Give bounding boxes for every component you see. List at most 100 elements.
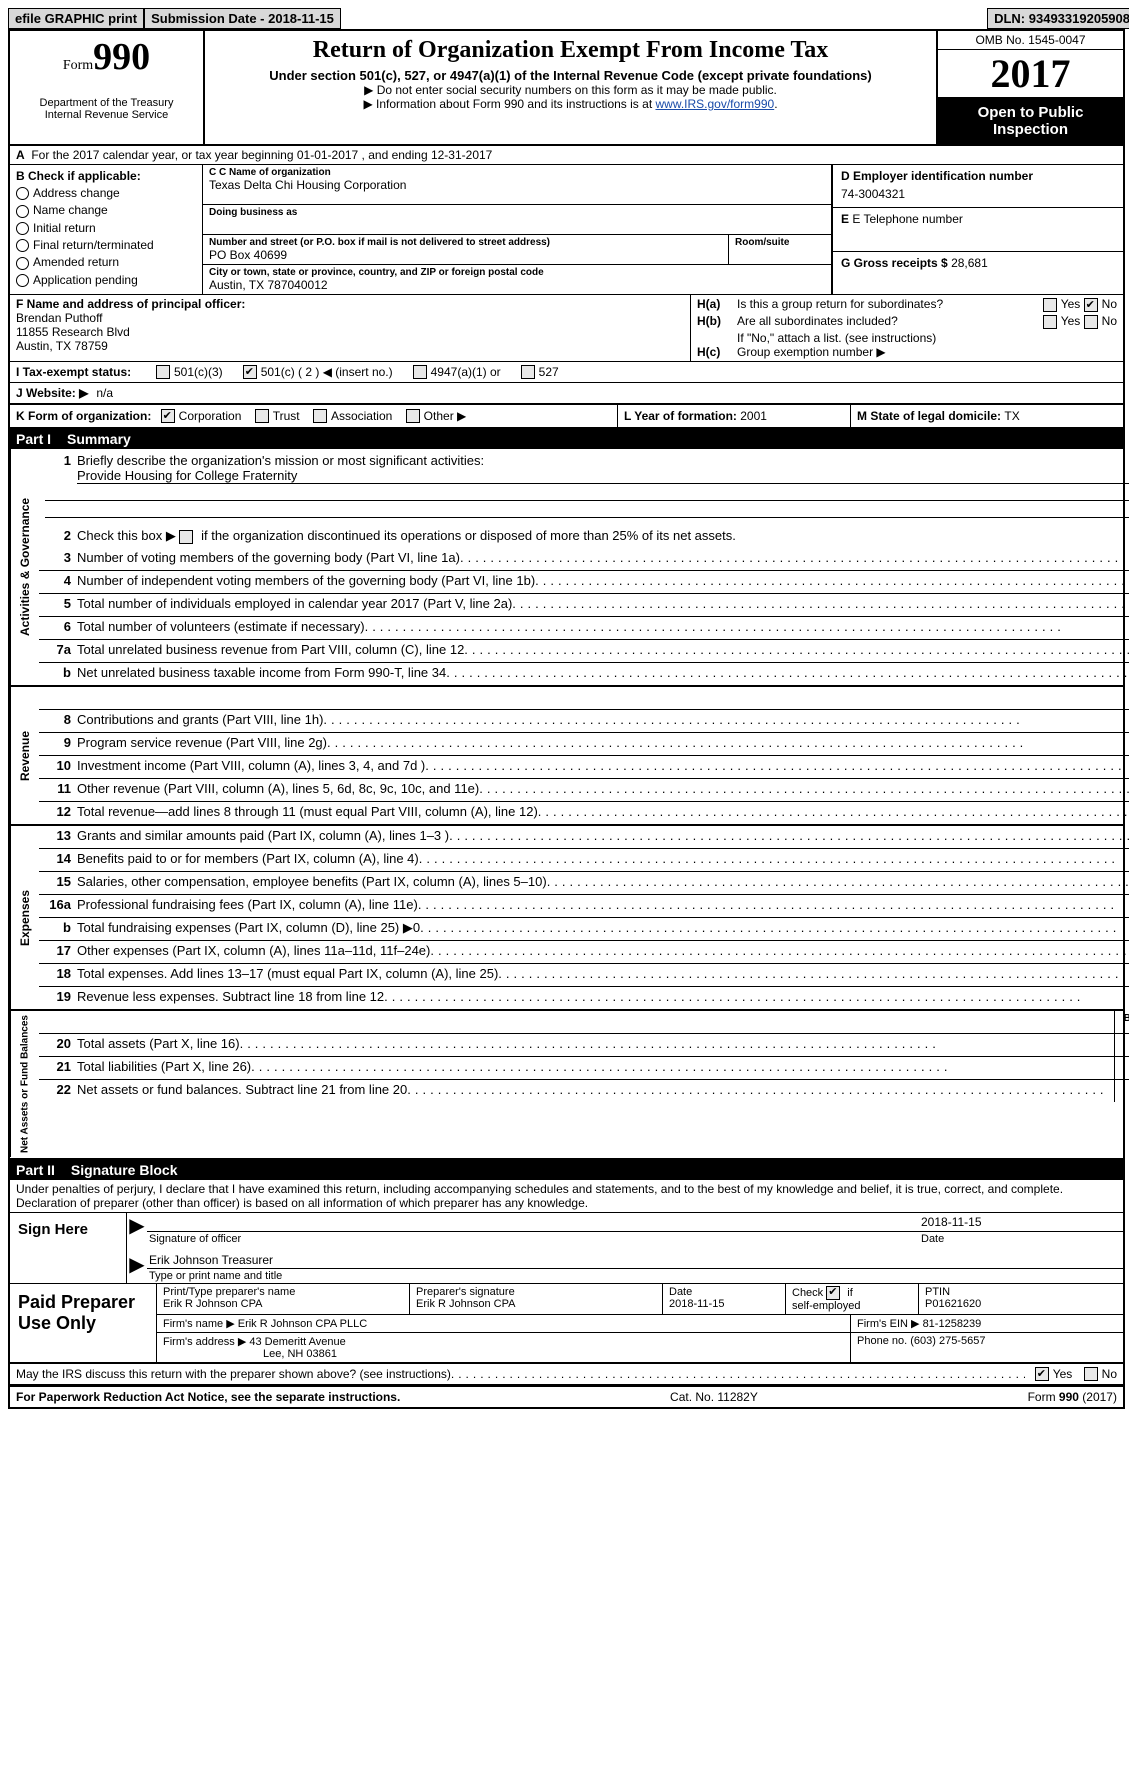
street-label: Number and street (or P.O. box if mail i… bbox=[209, 237, 722, 248]
summary-row: 13Grants and similar amounts paid (Part … bbox=[39, 826, 1129, 849]
row-klm: K Form of organization: Corporation Trus… bbox=[10, 405, 1123, 430]
summary-row: 19Revenue less expenses. Subtract line 1… bbox=[39, 987, 1129, 1009]
colb-option: Address change bbox=[16, 186, 196, 200]
discuss-yes-checkbox[interactable] bbox=[1035, 1367, 1049, 1381]
summary-row: 9Program service revenue (Part VIII, lin… bbox=[39, 733, 1129, 756]
col-h: H(a) Is this a group return for subordin… bbox=[691, 295, 1123, 361]
line2-checkbox[interactable] bbox=[179, 530, 193, 544]
officer-printed-label: Type or print name and title bbox=[147, 1269, 1123, 1283]
row-j: J Website: ▶ n/a bbox=[10, 383, 1123, 405]
dln-tag: DLN: 93493319205908 bbox=[987, 8, 1129, 29]
declaration-text: Under penalties of perjury, I declare th… bbox=[10, 1180, 1123, 1213]
city-value: Austin, TX 787040012 bbox=[209, 278, 825, 292]
mission-text: Provide Housing for College Fraternity bbox=[77, 468, 1129, 484]
firm-addr1: 43 Demeritt Avenue bbox=[249, 1336, 345, 1348]
501c3-checkbox[interactable] bbox=[156, 365, 170, 379]
self-employed-checkbox[interactable] bbox=[826, 1286, 840, 1300]
ha-no-checkbox[interactable] bbox=[1084, 298, 1098, 312]
form-footer: Form 990 (2017) bbox=[1028, 1390, 1117, 1404]
summary-row: 7aTotal unrelated business revenue from … bbox=[39, 640, 1129, 663]
form-number: Form990 bbox=[14, 35, 199, 79]
col-d: D Employer identification number 74-3004… bbox=[832, 165, 1123, 294]
irs-link[interactable]: www.IRS.gov/form990 bbox=[655, 97, 774, 111]
discuss-no-checkbox[interactable] bbox=[1084, 1367, 1098, 1381]
part1-header: Part I Summary bbox=[10, 429, 1123, 449]
ha-yes-checkbox[interactable] bbox=[1043, 298, 1057, 312]
tab-revenue: Revenue bbox=[10, 687, 39, 824]
preparer-sig-label: Preparer's signature bbox=[416, 1286, 656, 1298]
row-i: I Tax-exempt status: 501(c)(3) 501(c) ( … bbox=[10, 362, 1123, 383]
ssn-note: ▶ Do not enter social security numbers o… bbox=[215, 83, 926, 97]
instructions-link-line: ▶ Information about Form 990 and its ins… bbox=[215, 97, 926, 111]
summary-row: 12Total revenue—add lines 8 through 11 (… bbox=[39, 802, 1129, 824]
tab-net-assets: Net Assets or Fund Balances bbox=[10, 1011, 39, 1157]
form-page: Form990 Department of the Treasury Inter… bbox=[8, 29, 1125, 1409]
colb-radio[interactable] bbox=[16, 257, 29, 270]
part2-header: Part II Signature Block bbox=[10, 1160, 1123, 1180]
officer-label: F Name and address of principal officer: bbox=[16, 297, 684, 311]
summary-row: 20Total assets (Part X, line 16)400,0004… bbox=[39, 1034, 1129, 1057]
colb-radio[interactable] bbox=[16, 187, 29, 200]
assoc-checkbox[interactable] bbox=[313, 409, 327, 423]
line1-label: Briefly describe the organization's miss… bbox=[77, 453, 484, 468]
sign-here-label: Sign Here bbox=[10, 1213, 127, 1283]
submission-date-tag: Submission Date - 2018-11-15 bbox=[144, 8, 341, 29]
cat-no: Cat. No. 11282Y bbox=[670, 1390, 758, 1404]
sig-date: 2018-11-15 bbox=[919, 1213, 1123, 1231]
block-bcd: B Check if applicable: Address change Nam… bbox=[10, 165, 1123, 295]
summary-row: 17Other expenses (Part IX, column (A), l… bbox=[39, 941, 1129, 964]
preparer-name-label: Print/Type preparer's name bbox=[163, 1286, 403, 1298]
colb-radio[interactable] bbox=[16, 205, 29, 218]
preparer-name: Erik R Johnson CPA bbox=[163, 1298, 403, 1310]
4947-checkbox[interactable] bbox=[413, 365, 427, 379]
paid-preparer-block: Paid Preparer Use Only Print/Type prepar… bbox=[10, 1284, 1123, 1364]
tab-activities-governance: Activities & Governance bbox=[10, 449, 39, 685]
colb-radio[interactable] bbox=[16, 274, 29, 287]
form-subtitle: Under section 501(c), 527, or 4947(a)(1)… bbox=[215, 68, 926, 83]
other-checkbox[interactable] bbox=[406, 409, 420, 423]
begin-year-header: Beginning of Current Year bbox=[1114, 1011, 1129, 1033]
officer-name: Brendan Puthoff bbox=[16, 311, 684, 325]
colb-option: Application pending bbox=[16, 273, 196, 287]
summary-row: 16aProfessional fundraising fees (Part I… bbox=[39, 895, 1129, 918]
summary-row: 8Contributions and grants (Part VIII, li… bbox=[39, 710, 1129, 733]
gross-receipts-label: G Gross receipts $ bbox=[841, 256, 951, 270]
527-checkbox[interactable] bbox=[521, 365, 535, 379]
officer-addr2: Austin, TX 78759 bbox=[16, 339, 684, 353]
summary-row: 11Other revenue (Part VIII, column (A), … bbox=[39, 779, 1129, 802]
section-activities-governance: Activities & Governance 1Briefly describ… bbox=[10, 449, 1123, 687]
summary-row: 22Net assets or fund balances. Subtract … bbox=[39, 1080, 1129, 1102]
top-bar: efile GRAPHIC print Submission Date - 20… bbox=[8, 8, 1129, 29]
trust-checkbox[interactable] bbox=[255, 409, 269, 423]
col-b-title: B Check if applicable: bbox=[16, 169, 196, 183]
501c-checkbox[interactable] bbox=[243, 365, 257, 379]
efile-tag: efile GRAPHIC print bbox=[8, 8, 144, 29]
summary-row: 5Total number of individuals employed in… bbox=[39, 594, 1129, 617]
org-name: Texas Delta Chi Housing Corporation bbox=[209, 178, 825, 192]
sig-date-label: Date bbox=[919, 1232, 1123, 1246]
section-net-assets: Net Assets or Fund Balances Beginning of… bbox=[10, 1011, 1123, 1159]
colb-option: Final return/terminated bbox=[16, 238, 196, 252]
ptin-value: P01621620 bbox=[925, 1298, 1117, 1310]
corp-checkbox[interactable] bbox=[161, 409, 175, 423]
summary-row: 18Total expenses. Add lines 13–17 (must … bbox=[39, 964, 1129, 987]
sign-here-block: Sign Here ▶ 2018-11-15 Signature of offi… bbox=[10, 1213, 1123, 1284]
ein-value: 74-3004321 bbox=[841, 187, 1115, 201]
h-note: If "No," attach a list. (see instruction… bbox=[697, 331, 1117, 345]
hb-yes-checkbox[interactable] bbox=[1043, 315, 1057, 329]
summary-row: 3Number of voting members of the governi… bbox=[39, 548, 1129, 571]
colb-radio[interactable] bbox=[16, 239, 29, 252]
colb-option: Name change bbox=[16, 203, 196, 217]
summary-row: 21Total liabilities (Part X, line 26)0 bbox=[39, 1057, 1129, 1080]
colb-radio[interactable] bbox=[16, 222, 29, 235]
summary-row: 15Salaries, other compensation, employee… bbox=[39, 872, 1129, 895]
section-expenses: Expenses 13Grants and similar amounts pa… bbox=[10, 826, 1123, 1011]
discuss-row: May the IRS discuss this return with the… bbox=[10, 1364, 1123, 1387]
paid-preparer-label: Paid Preparer Use Only bbox=[10, 1284, 157, 1362]
firm-addr2: Lee, NH 03861 bbox=[263, 1348, 337, 1360]
summary-row: 14Benefits paid to or for members (Part … bbox=[39, 849, 1129, 872]
tab-expenses: Expenses bbox=[10, 826, 39, 1009]
hb-no-checkbox[interactable] bbox=[1084, 315, 1098, 329]
form-title: Return of Organization Exempt From Incom… bbox=[215, 37, 926, 64]
col-b: B Check if applicable: Address change Nam… bbox=[10, 165, 203, 294]
